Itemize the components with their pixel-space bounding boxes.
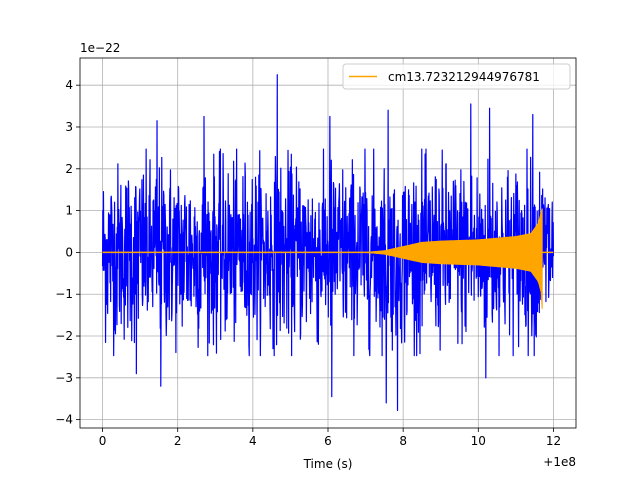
- legend-box: [342, 63, 571, 90]
- y-tick-label: 0: [65, 245, 73, 259]
- y-tick-label: 1: [65, 204, 73, 218]
- x-tick-label: 0: [99, 434, 107, 448]
- y-tick-label: 4: [65, 78, 73, 92]
- legend: cm13.723212944976781: [342, 63, 571, 90]
- legend-entry: cm13.723212944976781: [388, 70, 540, 84]
- x-axis-offset-label: +1e8: [543, 455, 576, 469]
- y-tick-label: −2: [55, 329, 73, 343]
- series-noise-line: [101, 74, 555, 412]
- x-tick-label: 10: [471, 434, 486, 448]
- x-tick-label: 8: [399, 434, 407, 448]
- x-tick-label: 12: [546, 434, 561, 448]
- x-axis-label: Time (s): [303, 457, 353, 471]
- y-axis-scale-label: 1e−22: [80, 41, 120, 55]
- y-tick-label: −3: [55, 371, 73, 385]
- x-tick-label: 6: [324, 434, 332, 448]
- plot-area: [101, 74, 555, 412]
- y-tick-label: −1: [55, 287, 73, 301]
- y-tick-label: 2: [65, 162, 73, 176]
- y-tick-label: 3: [65, 120, 73, 134]
- x-tick-label: 2: [174, 434, 182, 448]
- y-tick-label: −4: [55, 413, 73, 427]
- x-tick-label: 4: [249, 434, 257, 448]
